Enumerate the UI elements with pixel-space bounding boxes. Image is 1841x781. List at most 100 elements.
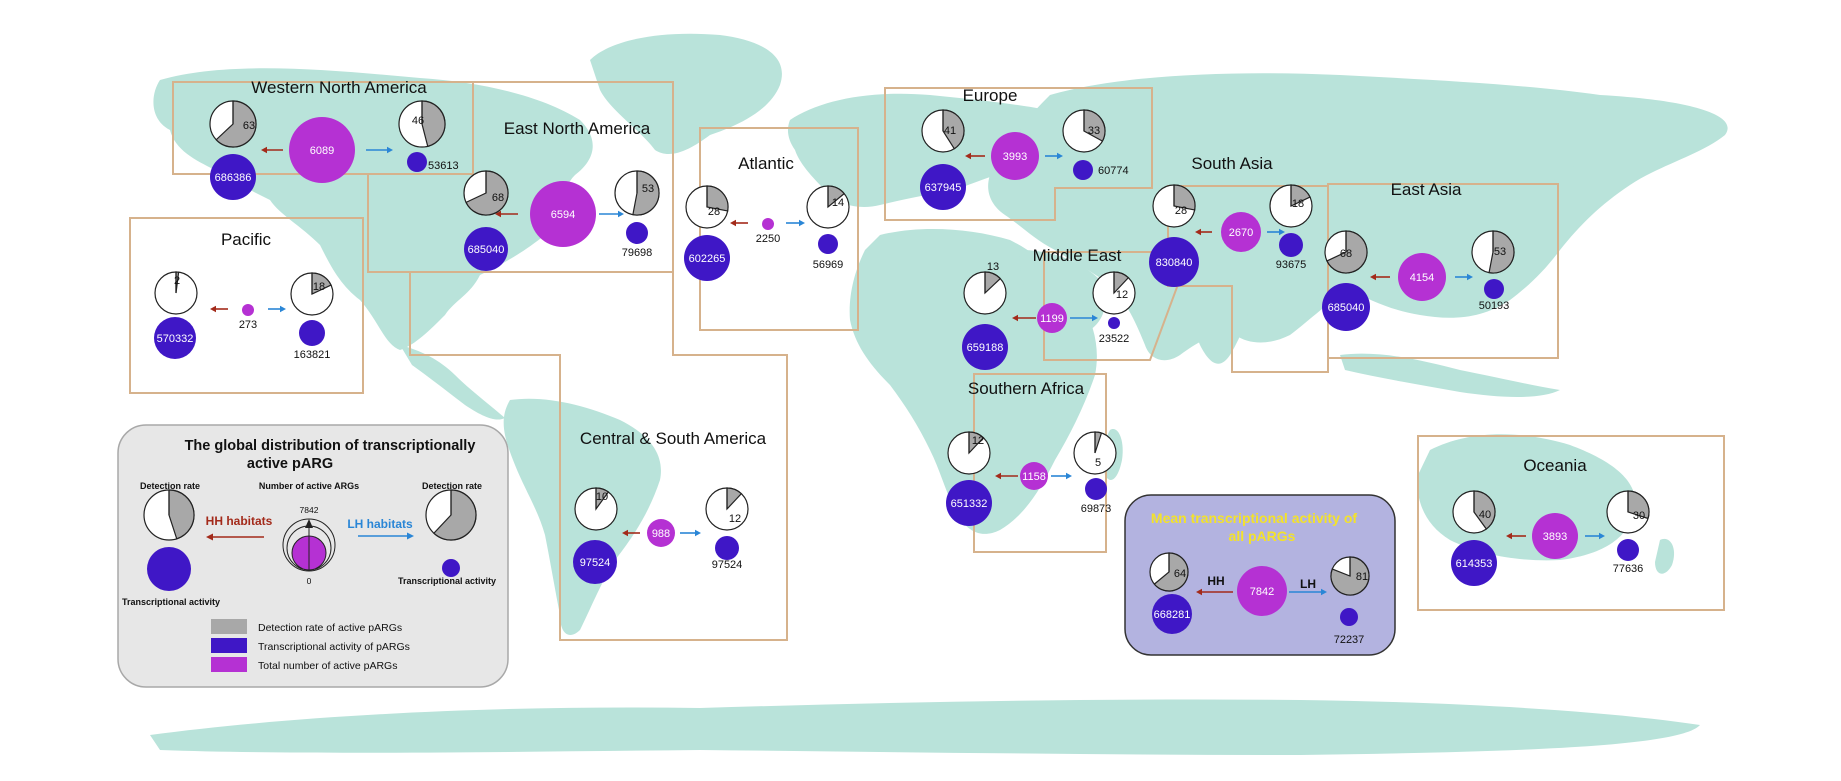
hh-arrow-head: [1370, 273, 1376, 281]
region-eur: Europe 41 637945 3993 33 60774: [920, 86, 1129, 210]
legend-key-detection-label: Detection rate of active pARGs: [258, 622, 402, 634]
lh-detection-rate-label: 33: [1088, 125, 1100, 137]
total-active-circle: [647, 519, 675, 547]
legend-hh-pie: [143, 489, 195, 541]
region-saf: Southern Africa 12 651332 1158 5 69873: [946, 379, 1117, 526]
region-ena: East North America 68 685040 6594 53 79698: [463, 119, 660, 271]
region-title: Oceania: [1523, 456, 1587, 475]
frame-east-north-america: [367, 81, 674, 273]
lh-detection-rate-label: 46: [412, 115, 424, 127]
lh-detection-pie: [614, 170, 660, 216]
mean-lh-activity-label: 72237: [1334, 634, 1365, 646]
total-active-label: 988: [652, 528, 670, 540]
lh-activity-label: 69873: [1081, 503, 1112, 515]
region-pac: Pacific 2 570332 273 18 163821: [154, 230, 334, 361]
land-central-america: [400, 345, 505, 420]
lh-detection-pie: [1073, 431, 1117, 475]
hh-activity-circle: [573, 540, 617, 584]
hh-detection-pie-slice: [706, 185, 729, 212]
lh-detection-pie-slice: [1627, 490, 1650, 520]
lh-detection-rate-label: 18: [313, 281, 325, 293]
total-active-label: 6594: [551, 209, 575, 221]
total-active-label: 3893: [1543, 531, 1567, 543]
hh-arrow: [1012, 314, 1036, 322]
land-japan: [1552, 164, 1582, 222]
legend-detection-rate-right: Detection rate: [422, 481, 482, 491]
lh-detection-pie: [1092, 271, 1136, 315]
lh-detection-pie: [1269, 184, 1313, 228]
hh-activity-circle: [464, 227, 508, 271]
legend-key-activity-swatch: [211, 638, 247, 653]
lh-arrow-head: [1066, 472, 1072, 480]
mean-lh-arrow-head: [1321, 588, 1327, 596]
lh-detection-pie: [1471, 230, 1515, 274]
hh-activity-label: 637945: [925, 182, 962, 194]
lh-detection-rate-label: 14: [832, 197, 844, 209]
lh-detection-rate-label: 12: [1116, 289, 1128, 301]
frame-europe: [884, 87, 1153, 221]
lh-detection-pie: [1062, 109, 1106, 153]
lh-activity-label: 163821: [294, 349, 331, 361]
hh-detection-rate-label: 2: [174, 275, 180, 287]
mean-activity-panel: Mean transcriptional activity of all pAR…: [1124, 494, 1396, 656]
region-title: East Asia: [1391, 180, 1462, 199]
land-north-america: [153, 68, 593, 350]
mean-lh-detection-pie: [1330, 556, 1370, 596]
hh-detection-rate-label: 13: [987, 261, 999, 273]
total-active-label: 2250: [756, 233, 780, 245]
legend-key-detection-swatch: [211, 619, 247, 634]
lh-detection-rate-label: 18: [1292, 198, 1304, 210]
region-title: Southern Africa: [968, 379, 1085, 398]
hh-arrow-head: [622, 529, 628, 537]
legend-activity-left: Transcriptional activity: [122, 597, 220, 607]
hh-activity-circle: [920, 164, 966, 210]
hh-arrow-head: [965, 152, 971, 160]
hh-arrow: [210, 305, 228, 313]
total-active-circle: [1398, 253, 1446, 301]
hh-arrow: [1370, 273, 1390, 281]
lh-activity-circle: [626, 222, 648, 244]
lh-arrow: [680, 529, 701, 537]
lh-activity-circle: [407, 152, 427, 172]
legend-title-second-line: active pARG: [247, 456, 333, 472]
legend-hh-arrow: [206, 533, 264, 541]
lh-activity-label: 50193: [1479, 300, 1510, 312]
lh-arrow-head: [1279, 228, 1285, 236]
hh-activity-label: 685040: [468, 244, 505, 256]
frame-oceania: [1417, 435, 1725, 611]
lh-arrow: [599, 210, 624, 218]
hh-arrow-head: [1195, 228, 1201, 236]
mean-total-circle: [1237, 566, 1287, 616]
region-title: Atlantic: [738, 154, 794, 173]
hh-arrow-head: [1506, 532, 1512, 540]
total-active-circle: [1221, 212, 1261, 252]
lh-detection-pie: [290, 272, 334, 316]
lh-activity-circle: [818, 234, 838, 254]
legend-number-label: Number of active ARGs: [259, 481, 359, 491]
land-greenland: [590, 33, 782, 155]
lh-arrow: [1070, 314, 1098, 322]
frame-central-south-america: [409, 271, 788, 641]
hh-activity-label: 570332: [157, 333, 194, 345]
hh-activity-label: 685040: [1328, 302, 1365, 314]
lh-arrow-head: [695, 529, 701, 537]
lh-activity-label: 77636: [1613, 563, 1644, 575]
legend-hh-habitats-label: HH habitats: [206, 514, 273, 528]
legend-lh-pie-slice: [433, 489, 477, 541]
hh-detection-rate-label: 68: [492, 192, 504, 204]
legend-activity-right: Transcriptional activity: [398, 576, 496, 586]
lh-arrow: [1455, 273, 1473, 281]
region-csa: Central & South America 10 97524 988 12 97524: [573, 429, 767, 584]
total-active-label: 273: [239, 319, 257, 331]
hh-detection-rate-label: 41: [944, 125, 956, 137]
legend-panel: The global distribution of transcription…: [117, 424, 509, 688]
mean-panel-title: Mean transcriptional activity of: [1151, 510, 1357, 526]
region-eas: East Asia 68 685040 4154 53 50193: [1322, 180, 1515, 331]
hh-arrow: [261, 146, 283, 154]
total-active-circle: [242, 304, 254, 316]
lh-arrow: [366, 146, 393, 154]
legend-hh-pie-slice: [168, 489, 195, 540]
lh-detection-pie: [705, 487, 749, 531]
hh-activity-circle: [962, 324, 1008, 370]
hh-detection-pie-slice: [1326, 230, 1368, 274]
